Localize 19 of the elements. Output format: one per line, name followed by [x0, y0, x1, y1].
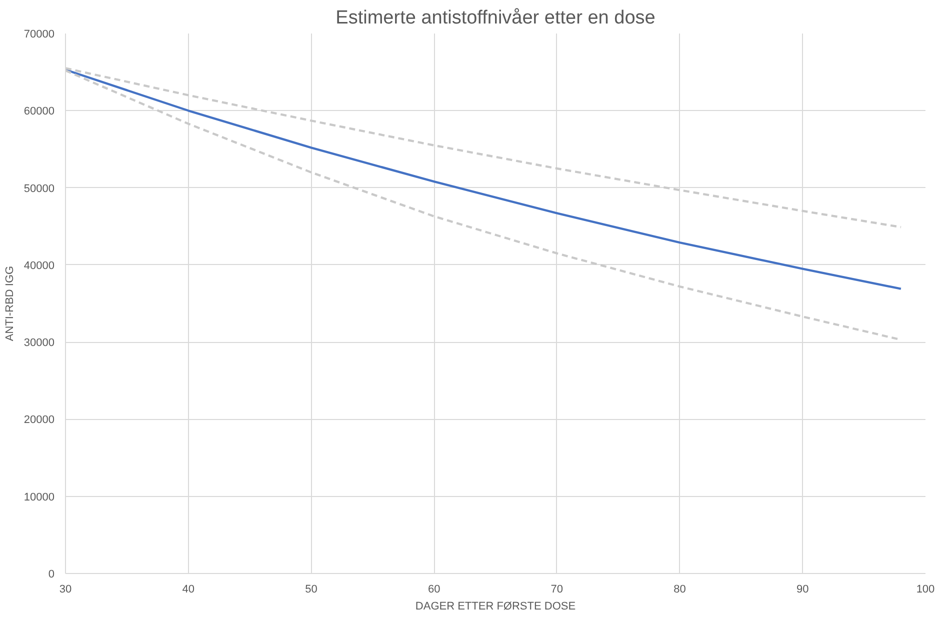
x-tick-label: 50 — [305, 584, 318, 596]
y-tick-label: 40000 — [24, 260, 55, 272]
y-tick-label: 0 — [48, 568, 55, 580]
x-tick-label: 90 — [796, 584, 809, 596]
y-tick-label: 70000 — [24, 28, 55, 40]
x-axis-title: DAGER ETTER FØRSTE DOSE — [415, 600, 576, 612]
y-axis-title: ANTI-RBD IGG — [4, 266, 16, 342]
x-tick-label: 80 — [674, 584, 686, 596]
y-tick-label: 60000 — [24, 106, 55, 118]
y-tick-label: 50000 — [24, 182, 55, 195]
x-tick-label: 70 — [550, 584, 564, 596]
x-tick-label: 60 — [428, 584, 440, 596]
y-tick-label: 20000 — [24, 414, 55, 426]
x-tick-label: 100 — [916, 584, 935, 596]
x-tick-label: 40 — [182, 584, 194, 596]
y-tick-label: 30000 — [24, 337, 55, 350]
chart-title: Estimerte antistoffnivåer etter en dose — [336, 8, 656, 28]
y-tick-label: 10000 — [24, 491, 55, 504]
x-tick-label: 30 — [59, 584, 72, 596]
